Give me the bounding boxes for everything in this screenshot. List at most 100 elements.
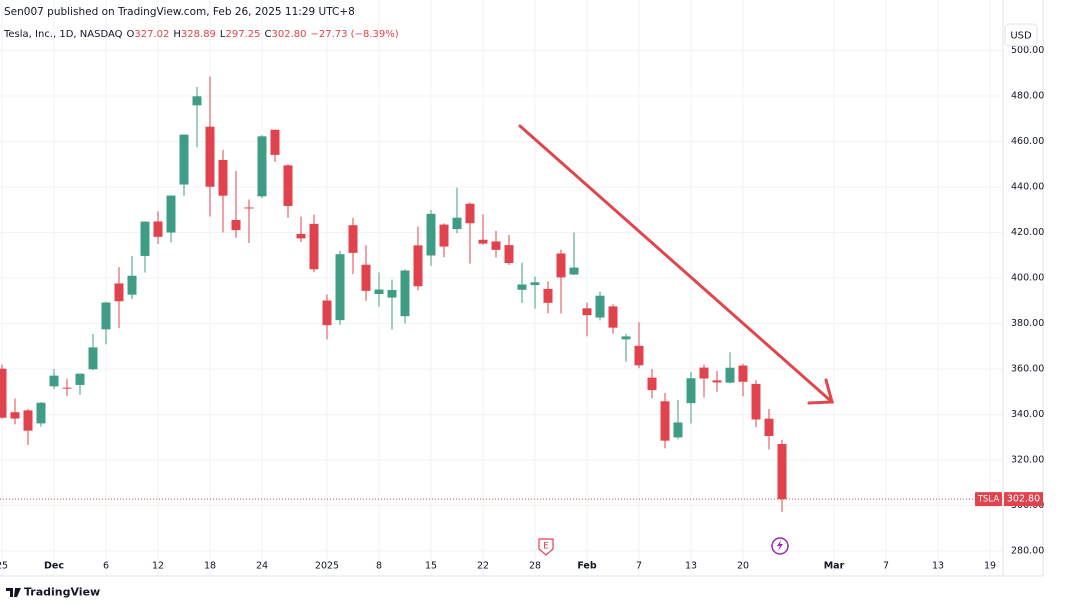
currency: USD xyxy=(1010,31,1032,42)
y-tick-label: 420.00 xyxy=(1011,227,1044,238)
candle-body xyxy=(374,289,384,295)
x-tick-label: 13 xyxy=(685,561,697,572)
candle-body xyxy=(49,375,59,387)
x-tick-label: 18 xyxy=(204,561,216,572)
legend-text: L xyxy=(220,29,226,40)
brand[interactable]: TradingView xyxy=(6,586,100,599)
candle-body xyxy=(582,308,592,316)
y-tick-label: 280.00 xyxy=(1011,546,1044,557)
candle-body xyxy=(777,444,787,500)
x-tick-label: 24 xyxy=(256,561,268,572)
candle-body xyxy=(569,267,579,275)
candle-body xyxy=(712,380,722,383)
candle-body xyxy=(0,368,7,418)
x-tick-label: 22 xyxy=(477,561,489,572)
candle-body xyxy=(166,195,176,233)
candle-body xyxy=(725,367,735,383)
candle-body xyxy=(309,223,319,270)
candle-body xyxy=(764,418,774,437)
candle-body xyxy=(62,387,72,389)
symbol-tag-text: TSLA xyxy=(977,495,1000,505)
plot-area xyxy=(0,76,1003,512)
y-tick-label: 480.00 xyxy=(1011,91,1044,102)
y-tick-label: 340.00 xyxy=(1011,409,1044,420)
candle-body xyxy=(647,377,657,391)
candle-body xyxy=(348,225,358,253)
x-tick-label: 12 xyxy=(152,561,164,572)
x-tick-label: 20 xyxy=(737,561,749,572)
candle-body xyxy=(751,383,761,420)
candle-body xyxy=(556,253,566,278)
candle-body xyxy=(101,302,111,330)
candle-body xyxy=(465,203,475,224)
legend-text: 328.89 xyxy=(181,29,216,40)
candle-body xyxy=(322,300,332,326)
candle-body xyxy=(23,410,33,431)
candle-body xyxy=(491,241,501,250)
candle-body xyxy=(504,245,514,264)
candle-body xyxy=(335,254,345,321)
candle-body xyxy=(608,306,618,328)
x-tick-label: Dec xyxy=(44,561,64,572)
candle-body xyxy=(179,134,189,185)
x-tick-label: 8 xyxy=(376,561,382,572)
y-tick-label: 380.00 xyxy=(1011,318,1044,329)
y-tick-label: 440.00 xyxy=(1011,182,1044,193)
candle-body xyxy=(400,270,410,317)
candle-body xyxy=(244,207,254,209)
candle-body xyxy=(218,159,228,196)
y-tick-label: 460.00 xyxy=(1011,136,1044,147)
symbol-tag xyxy=(975,492,1002,507)
currency-box[interactable] xyxy=(1004,23,1038,47)
candle-body xyxy=(192,96,202,106)
x-tick-label: Feb xyxy=(577,561,597,572)
candle-body xyxy=(686,378,696,404)
price-tag xyxy=(1004,492,1043,507)
y-tick-label: 360.00 xyxy=(1011,364,1044,375)
candle-body xyxy=(530,282,540,286)
candle-body xyxy=(140,221,150,256)
legend-text: C xyxy=(265,29,272,40)
x-tick-label: Mar xyxy=(824,561,845,572)
x-tick-label: 2025 xyxy=(315,561,339,572)
brand-name: TradingView xyxy=(24,586,100,599)
x-tick-label: 7 xyxy=(883,561,889,572)
x-tick-label: 25 xyxy=(0,561,8,572)
candle-body xyxy=(283,165,293,206)
candle-body xyxy=(36,402,46,424)
candle-body xyxy=(153,221,163,237)
x-tick-label: 19 xyxy=(984,561,996,572)
candle-body xyxy=(478,239,488,244)
candle-body xyxy=(231,219,241,231)
x-tick-label: 6 xyxy=(103,561,109,572)
candle-body xyxy=(517,284,527,290)
candle-body xyxy=(270,129,280,155)
axes: 280.00300.00320.00340.00360.00380.00400.… xyxy=(0,45,1044,572)
candle-body xyxy=(634,345,644,366)
y-tick-label: 320.00 xyxy=(1011,455,1044,466)
candle-body xyxy=(10,412,20,419)
legend-text: Tesla, Inc., 1D, NASDAQ xyxy=(3,29,123,40)
y-tick-label: 400.00 xyxy=(1011,273,1044,284)
trend-arrow xyxy=(518,124,834,405)
legend-text: H xyxy=(173,29,181,40)
earnings-icon[interactable]: E xyxy=(538,538,554,556)
svg-text:E: E xyxy=(543,542,549,552)
legend-text: 302.80 xyxy=(271,29,306,40)
candle-body xyxy=(361,264,371,291)
legend-text: 327.02 xyxy=(134,29,169,40)
publisher-line: Sen007 published on TradingView.com, Feb… xyxy=(4,6,355,18)
legend-text: O xyxy=(127,29,135,40)
candle-body xyxy=(738,365,748,382)
candle-body xyxy=(127,275,137,295)
candle-body xyxy=(595,295,605,318)
candle-body xyxy=(439,224,449,247)
dividend-icon[interactable] xyxy=(771,537,789,555)
symbol-legend: Tesla, Inc., 1D, NASDAQ O 327.02 H 328.89 L 29… xyxy=(3,29,399,40)
candle-body xyxy=(452,217,462,230)
x-tick-label: 15 xyxy=(425,561,437,572)
candle-body xyxy=(426,213,436,256)
y-tick-label: 500.00 xyxy=(1011,45,1044,56)
